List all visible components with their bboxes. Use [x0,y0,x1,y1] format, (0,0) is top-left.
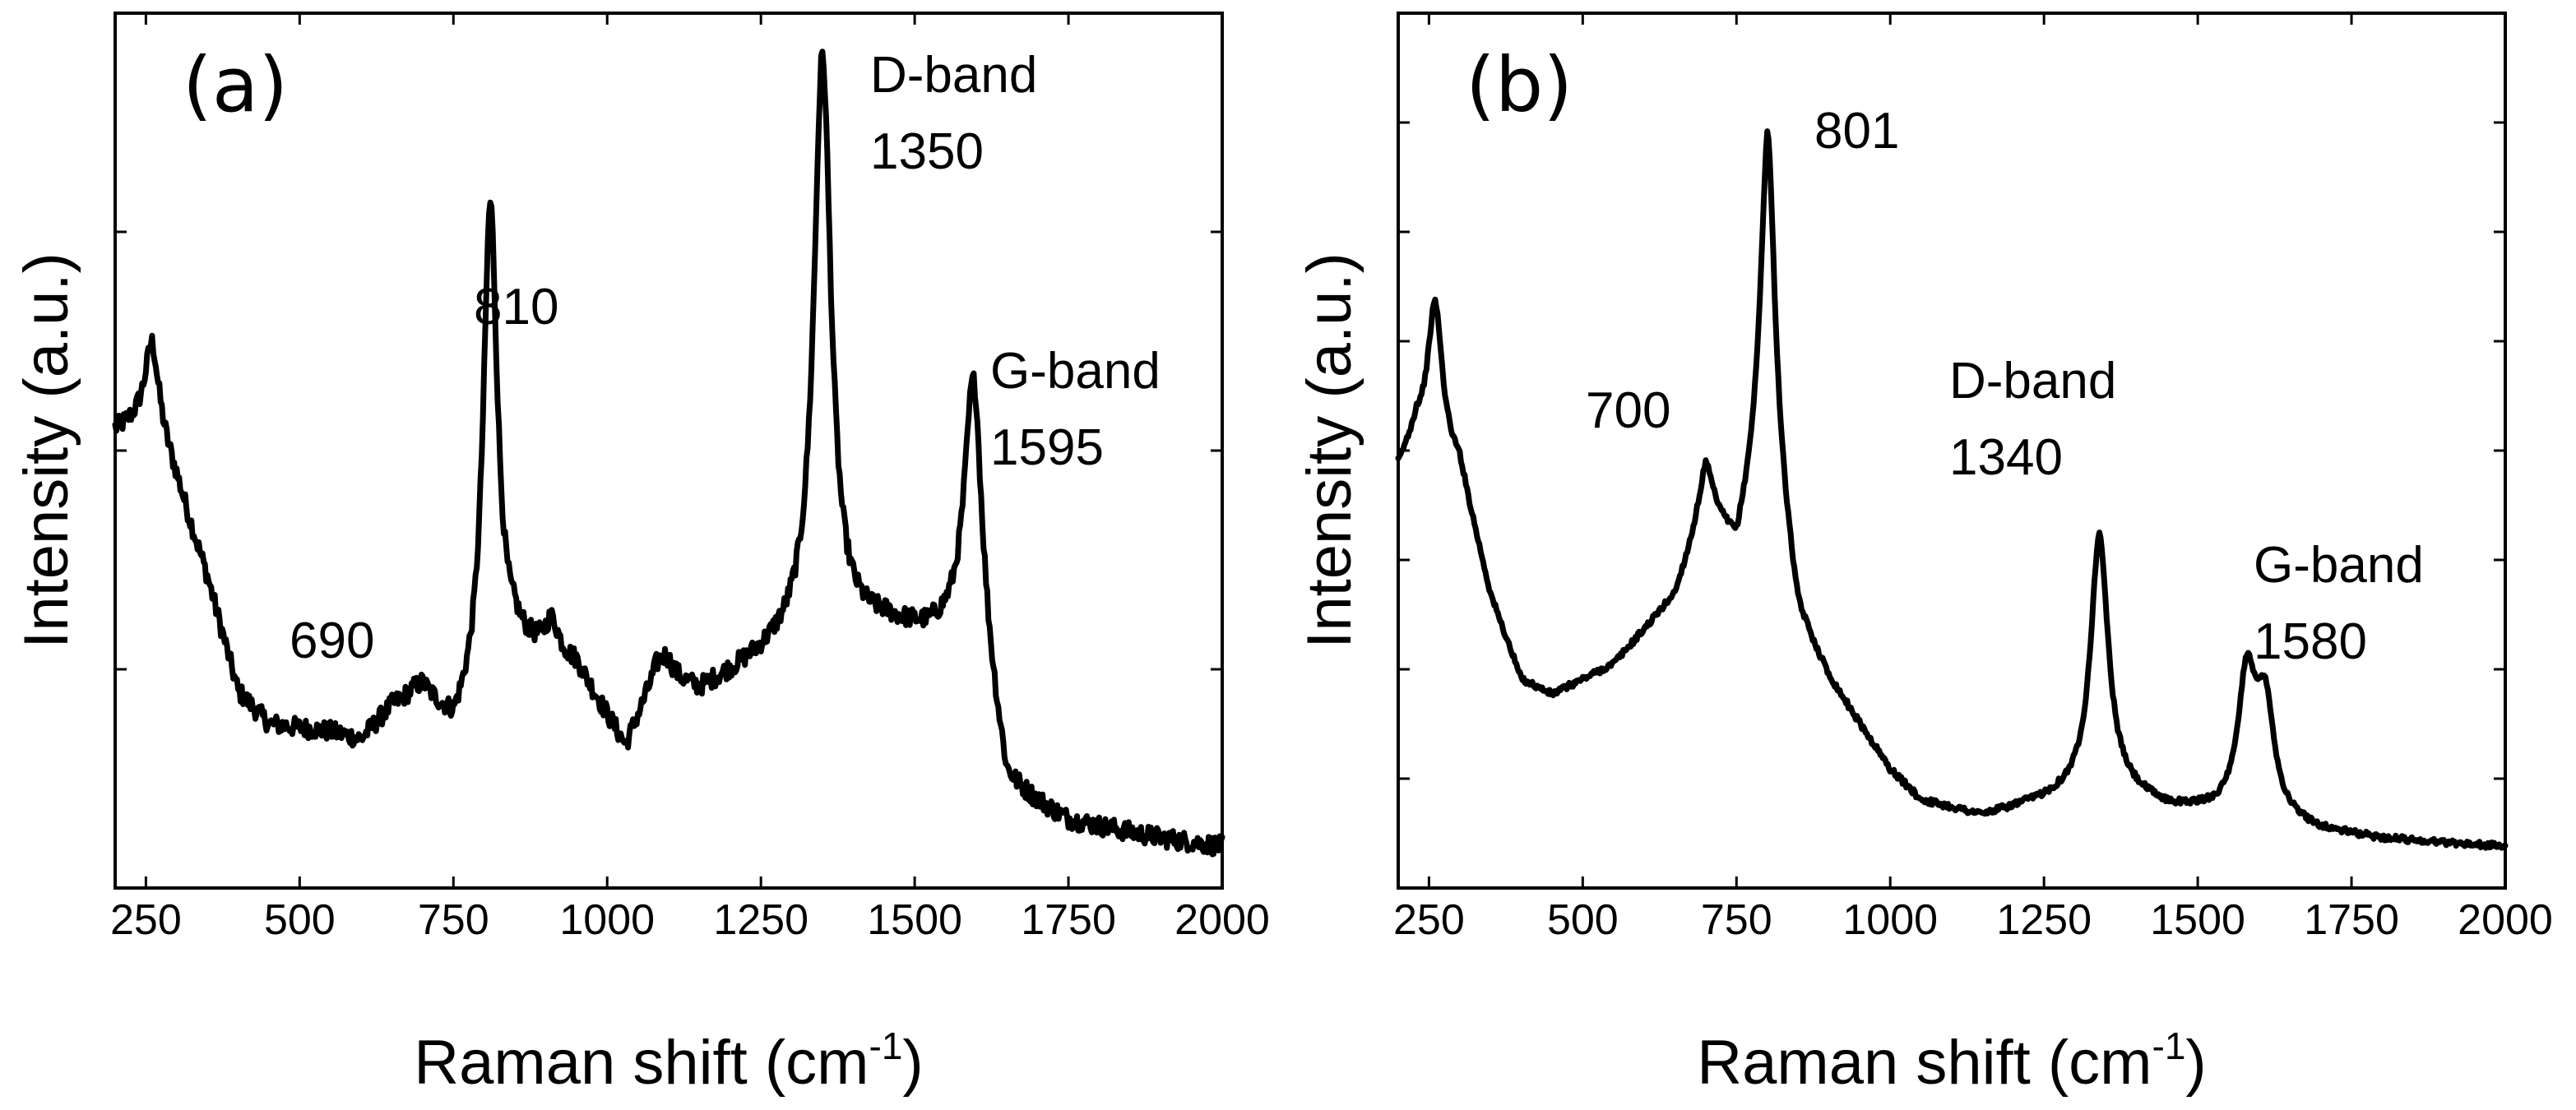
x-tick-label-250: 250 [1393,896,1465,944]
peak-name-g-band-b: G-band [2254,537,2424,594]
x-tick-label-1750: 1750 [2304,896,2399,944]
x-axis-label-sup-a: -1 [869,1024,903,1067]
peak-label-810: 810 [474,279,558,335]
x-axis-label-end-b: ) [2185,1028,2206,1098]
peak-label-690: 690 [290,613,374,669]
panel-label-b: (b) [1466,41,1573,129]
peak-label-1595: 1595 [990,419,1104,476]
x-axis-label-sup-b: -1 [2152,1024,2186,1067]
x-tick-label-750: 750 [418,896,489,944]
x-tick-label-1500: 1500 [2150,896,2245,944]
x-tick-labels-b: 250 500 750 1000 1250 1500 1750 2000 [1393,896,2553,944]
x-axis-label-end-a: ) [902,1028,923,1098]
y-axis-label-a: Intensity (a.u.) [12,252,81,649]
peak-label-1580: 1580 [2254,613,2367,670]
x-axis-label-a: Raman shift (cm-1) [414,1024,923,1098]
spectrum-line-b [1395,128,2509,851]
peak-label-801: 801 [1814,103,1899,160]
x-tick-label-750: 750 [1701,896,1772,944]
peak-label-700: 700 [1586,382,1670,439]
x-tick-label-2000: 2000 [2458,896,2553,944]
peak-name-g-band-a: G-band [990,343,1161,400]
x-tick-label-500: 500 [1547,896,1619,944]
panel-label-a: (a) [183,41,288,129]
x-tick-label-500: 500 [264,896,336,944]
x-tick-labels-a: 250 500 750 1000 1250 1500 1750 2000 [110,896,1270,944]
x-axis-label-b: Raman shift (cm-1) [1697,1024,2206,1098]
axis-ticks-a [115,13,1224,888]
peak-name-d-band-b: D-band [1949,353,2116,409]
x-tick-label-250: 250 [110,896,182,944]
x-tick-label-1000: 1000 [559,896,655,944]
axis-ticks-b [1398,13,2507,888]
x-tick-label-1250: 1250 [713,896,808,944]
x-tick-label-1500: 1500 [867,896,962,944]
chart-panel-b: 250 500 750 1000 1250 1500 1750 2000 (b) 700 80… [1295,12,2553,1098]
x-axis-label-main-b: Raman shift (cm [1697,1028,2152,1098]
y-axis-label-b: Intensity (a.u.) [1295,252,1364,649]
peak-label-1340: 1340 [1949,429,2063,486]
chart-panel-a: 250 500 750 1000 1250 1500 1750 2000 (a) 690 81… [12,12,1270,1098]
peak-name-d-band-a: D-band [870,47,1037,104]
x-axis-label-main-a: Raman shift (cm [414,1028,869,1098]
x-tick-label-1750: 1750 [1021,896,1116,944]
peak-label-1350: 1350 [870,123,984,180]
x-tick-label-1250: 1250 [1996,896,2092,944]
x-tick-label-1000: 1000 [1842,896,1938,944]
x-tick-label-2000: 2000 [1174,896,1270,944]
spectrum-line-a [112,49,1225,858]
